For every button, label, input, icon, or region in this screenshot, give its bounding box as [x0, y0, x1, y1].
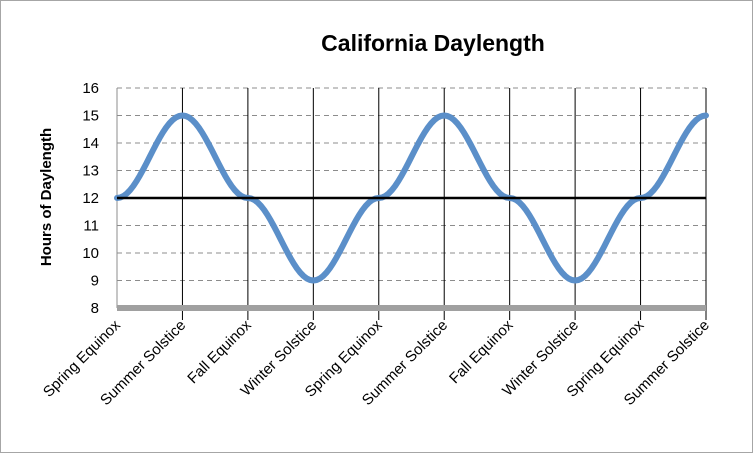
y-tick-label: 14 [82, 135, 99, 152]
y-tick-label: 13 [82, 163, 99, 180]
vertical-gridlines [116, 88, 707, 320]
y-tick-label: 12 [82, 190, 99, 207]
y-tick-label: 8 [91, 300, 99, 317]
series-layer [114, 112, 709, 284]
x-tick-label: Fall Equinox [446, 316, 517, 387]
chart-title: California Daylength [321, 30, 545, 56]
y-tick-label: 11 [83, 218, 99, 235]
y-tick-label: 15 [82, 108, 99, 125]
y-tick-label: 16 [82, 80, 99, 97]
x-tick-label: Fall Equinox [184, 316, 255, 387]
y-tick-label: 9 [91, 273, 99, 290]
y-tick-labels: 8 9 10 11 12 13 14 15 16 [82, 80, 99, 317]
series-line-daylength [114, 112, 709, 284]
y-axis-label: Hours of Daylength [38, 128, 55, 266]
horizontal-gridlines [117, 87, 706, 281]
y-tick-label: 10 [82, 245, 99, 262]
